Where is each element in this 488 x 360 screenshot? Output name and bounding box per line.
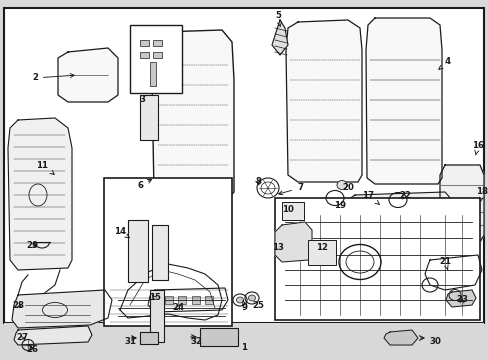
Bar [150,290,163,342]
Text: 24: 24 [172,303,183,312]
Text: 22: 22 [398,190,410,199]
Polygon shape [439,165,483,242]
Text: 20: 20 [342,184,353,193]
Polygon shape [445,290,475,307]
Bar [307,240,335,265]
Bar [140,95,158,140]
Bar [140,52,149,58]
Bar [140,332,158,344]
Text: 12: 12 [315,243,327,252]
Bar [153,52,162,58]
Bar [150,62,156,86]
Text: 17: 17 [361,190,379,204]
Text: 8: 8 [254,177,261,186]
Text: 26: 26 [26,346,38,355]
Bar [4,8,483,323]
Polygon shape [152,30,234,200]
Bar [200,328,238,346]
Bar [204,296,213,304]
Polygon shape [345,192,451,228]
Bar [130,25,182,93]
Polygon shape [148,288,227,312]
Text: 23: 23 [455,296,467,305]
Text: 29: 29 [26,240,38,249]
Polygon shape [14,326,92,345]
Bar [152,225,168,280]
Polygon shape [12,290,112,328]
Bar [192,296,200,304]
Polygon shape [8,118,72,270]
Text: 16: 16 [471,140,483,155]
Bar [178,296,185,304]
Ellipse shape [248,295,255,301]
Bar [4,323,483,353]
Text: 21: 21 [438,257,450,269]
Text: 31: 31 [124,338,136,346]
Polygon shape [58,48,118,102]
Bar [153,40,162,46]
Text: 2: 2 [32,73,74,82]
Bar [282,202,304,220]
Bar [274,198,479,320]
Text: 27: 27 [16,333,28,342]
Bar [164,296,173,304]
Text: 14: 14 [114,228,129,238]
Text: 19: 19 [333,201,346,210]
Polygon shape [271,20,287,55]
Text: 18: 18 [475,188,487,202]
Text: 32: 32 [190,338,202,346]
Polygon shape [365,18,441,184]
Text: 15: 15 [149,293,161,302]
Text: 7: 7 [278,184,303,195]
Polygon shape [274,222,311,262]
Polygon shape [383,330,417,345]
Ellipse shape [236,297,243,303]
Text: 5: 5 [274,10,281,26]
Text: 3: 3 [139,95,145,104]
Bar [128,220,148,282]
Polygon shape [285,20,361,182]
Text: 9: 9 [242,301,247,312]
Ellipse shape [336,180,346,189]
Text: 28: 28 [12,301,24,310]
Text: 13: 13 [271,243,284,252]
Text: 1: 1 [241,343,246,352]
Text: 11: 11 [36,161,54,174]
Text: 4: 4 [438,58,450,69]
Polygon shape [424,255,481,290]
Bar [140,40,149,46]
Text: 30: 30 [428,338,440,346]
Text: 25: 25 [251,301,264,310]
Text: 6: 6 [137,180,151,189]
Text: 10: 10 [282,206,293,215]
Bar [104,178,231,326]
